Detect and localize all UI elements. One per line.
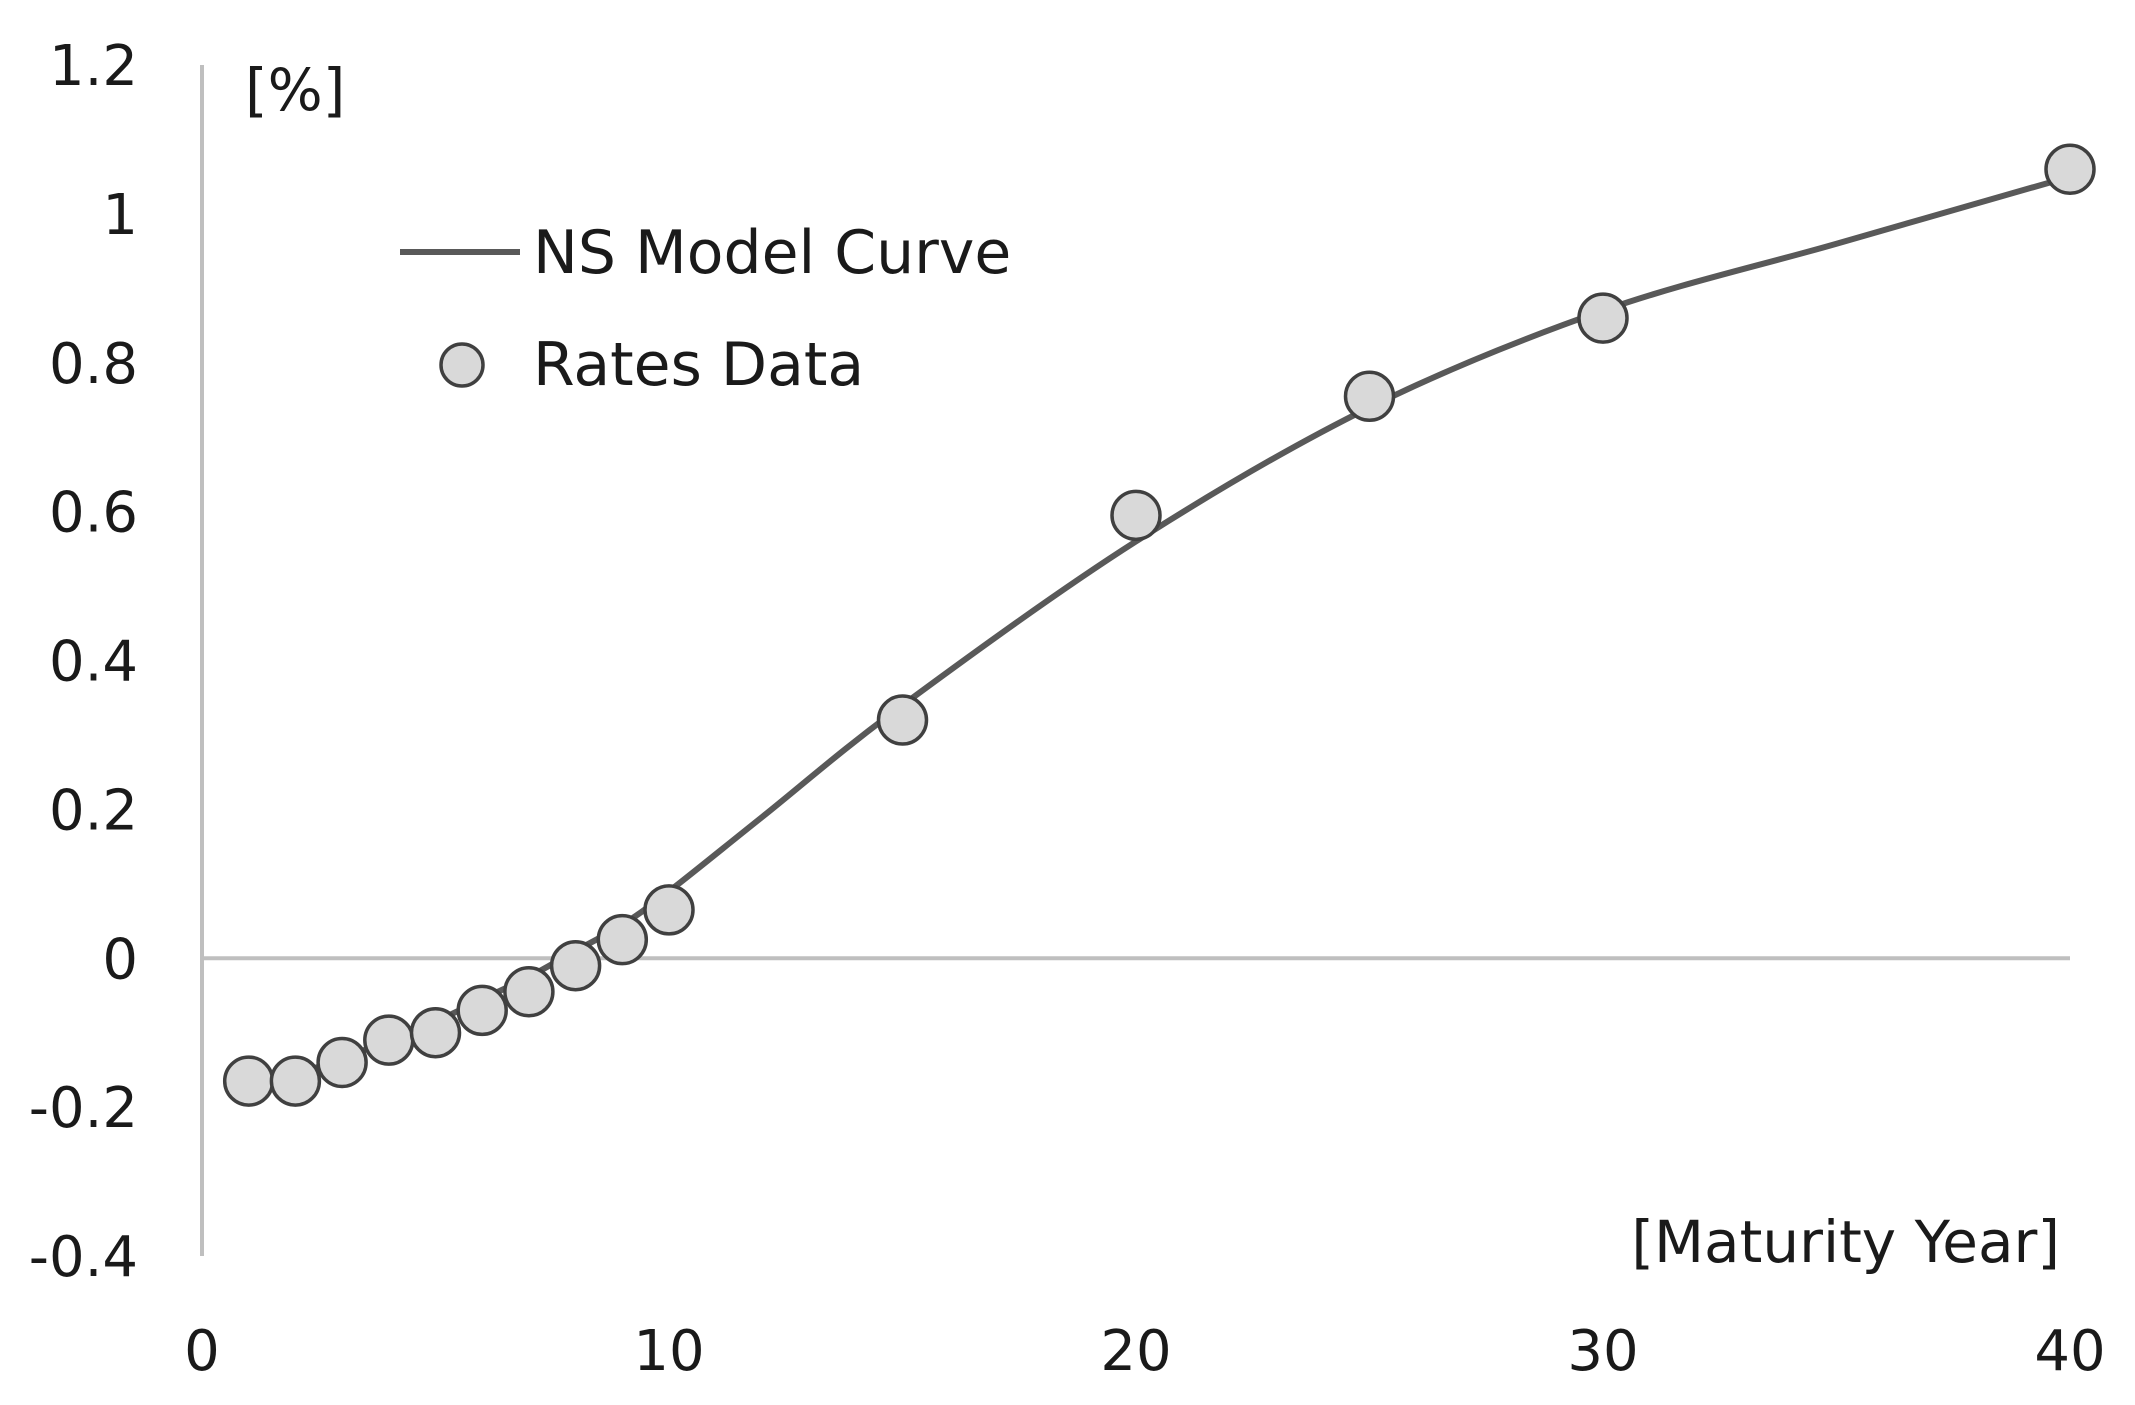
x-tick-label: 10 bbox=[633, 1319, 704, 1384]
data-point bbox=[503, 965, 555, 1018]
x-axis-ticks: 0 10 20 30 40 bbox=[184, 1319, 2105, 1384]
y-axis-ticks: 1.2 1 0.8 0.6 0.4 0.2 0 -0.2 -0.4 bbox=[29, 34, 138, 1290]
x-tick-label: 30 bbox=[1567, 1319, 1638, 1384]
data-point bbox=[596, 913, 649, 966]
y-tick-label: 0.2 bbox=[49, 778, 138, 843]
legend: NS Model Curve Rates Data bbox=[400, 218, 1011, 400]
data-point bbox=[222, 1055, 275, 1107]
data-point bbox=[549, 939, 602, 992]
data-point bbox=[1110, 489, 1162, 542]
data-point bbox=[2044, 143, 2096, 195]
y-tick-label: -0.4 bbox=[29, 1225, 138, 1290]
y-tick-label: 0.4 bbox=[49, 630, 138, 695]
x-axis-label: [Maturity Year] bbox=[1631, 1208, 2060, 1276]
data-point bbox=[1343, 370, 1396, 422]
x-tick-label: 0 bbox=[184, 1319, 220, 1384]
y-axis-label: [%] bbox=[245, 56, 345, 124]
data-point bbox=[643, 884, 695, 936]
y-tick-label: 1 bbox=[102, 183, 138, 248]
x-tick-label: 20 bbox=[1100, 1319, 1171, 1384]
axes bbox=[200, 65, 2070, 1256]
x-tick-label: 40 bbox=[2034, 1319, 2105, 1384]
data-point bbox=[456, 984, 508, 1037]
legend-marker-swatch bbox=[439, 342, 485, 388]
data-point bbox=[269, 1055, 322, 1107]
legend-label-line: NS Model Curve bbox=[533, 218, 1011, 288]
data-point bbox=[363, 1014, 415, 1066]
data-point bbox=[409, 1006, 462, 1059]
series-line-ns-model-curve bbox=[248, 173, 2071, 1085]
legend-label-marker: Rates Data bbox=[533, 330, 864, 400]
y-tick-label: -0.2 bbox=[29, 1076, 138, 1141]
y-tick-label: 0.8 bbox=[49, 332, 138, 397]
y-tick-label: 0.6 bbox=[49, 481, 138, 546]
data-point bbox=[1577, 292, 1629, 344]
data-point bbox=[876, 694, 929, 746]
plot-area bbox=[222, 143, 2096, 1107]
data-point bbox=[316, 1036, 368, 1089]
y-tick-label: 1.2 bbox=[49, 34, 138, 99]
y-tick-label: 0 bbox=[102, 927, 138, 992]
